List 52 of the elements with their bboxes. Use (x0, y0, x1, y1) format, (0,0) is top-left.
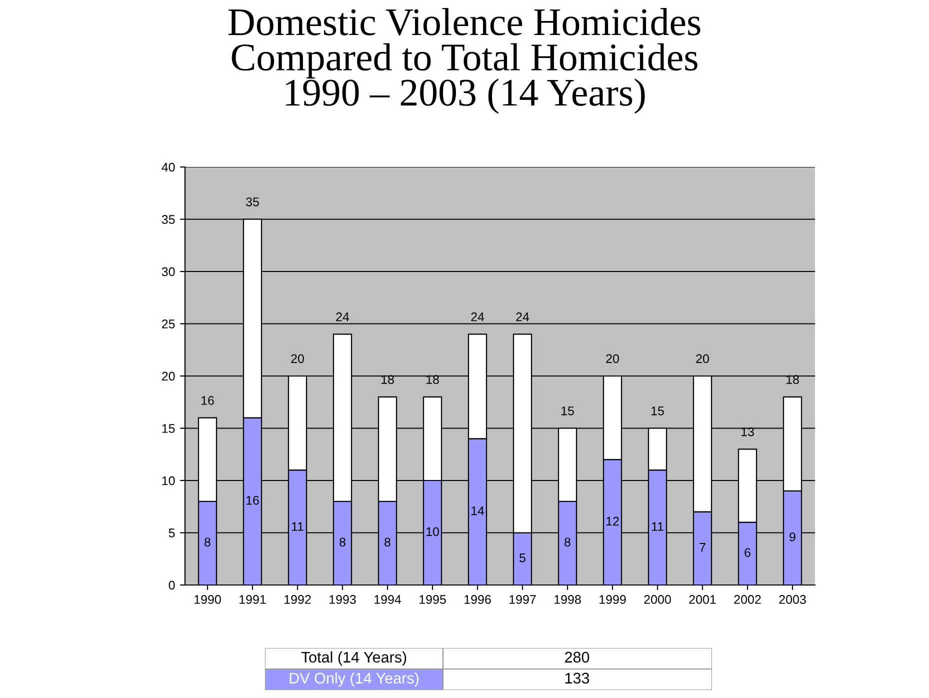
data-label: 8 (384, 538, 390, 547)
total-label: 24 (336, 312, 350, 322)
x-tick-label: 2000 (644, 595, 671, 604)
text: 133 (565, 672, 590, 684)
total-label: 16 (202, 396, 214, 405)
x-tick-label: 2001 (689, 595, 716, 604)
chart-title: Domestic Violence Homicides Compared to Total Homicides 1990 – 2003 (14 Years) (228, 8, 700, 114)
y-tick-label: 5 (168, 528, 175, 538)
y-tick-label: 35 (162, 215, 175, 224)
x-tick-label: 1992 (284, 595, 311, 604)
y-tick-label: 15 (162, 424, 175, 433)
y-tick-label: 40 (162, 162, 175, 172)
data-label: 7 (700, 543, 706, 552)
y-tick-label: 10 (162, 476, 175, 486)
data-label: 8 (204, 538, 210, 547)
x-tick-label: 1996 (464, 595, 491, 604)
y-tick-label: 25 (162, 320, 175, 328)
data-label: 9 (790, 532, 796, 542)
text: Total (14 Years) (301, 651, 406, 666)
data-label: 12 (606, 516, 619, 526)
total-label: 20 (696, 354, 709, 364)
x-tick-label: 1998 (554, 595, 581, 604)
data-label: 8 (340, 538, 346, 547)
data-label: 6 (744, 548, 750, 558)
total-label: 24 (516, 312, 530, 322)
total-label: 24 (471, 312, 484, 322)
data-label: 5 (520, 554, 526, 562)
y-tick-label: 30 (162, 267, 175, 276)
x-tick-label: 1997 (510, 595, 536, 604)
total-label: 15 (562, 406, 574, 416)
data-label: 16 (246, 496, 259, 505)
data-label: 11 (292, 522, 304, 531)
data-label: 11 (652, 522, 664, 531)
total-label: 20 (291, 354, 304, 364)
y-tick-label: 0 (168, 580, 175, 590)
x-tick-label: 2003 (779, 595, 806, 604)
data-label: 10 (426, 527, 439, 536)
total-label: 20 (606, 354, 619, 364)
y-tick-label: 20 (162, 372, 175, 381)
x-tick-label: 1994 (374, 595, 402, 604)
text: DV Only (14 Years) (290, 672, 418, 687)
x-tick-label: 1995 (420, 595, 446, 604)
x-tick-label: 1990 (194, 595, 221, 604)
text: 280 (565, 652, 590, 663)
x-tick-label: 1991 (240, 595, 266, 604)
total-label: 35 (246, 197, 259, 206)
data-label: 8 (564, 538, 570, 547)
total-label: 15 (652, 406, 664, 416)
x-tick-label: 2002 (734, 595, 761, 604)
data-label: 14 (472, 506, 484, 516)
x-tick-label: 1999 (600, 595, 626, 604)
x-tick-label: 1993 (330, 595, 356, 604)
